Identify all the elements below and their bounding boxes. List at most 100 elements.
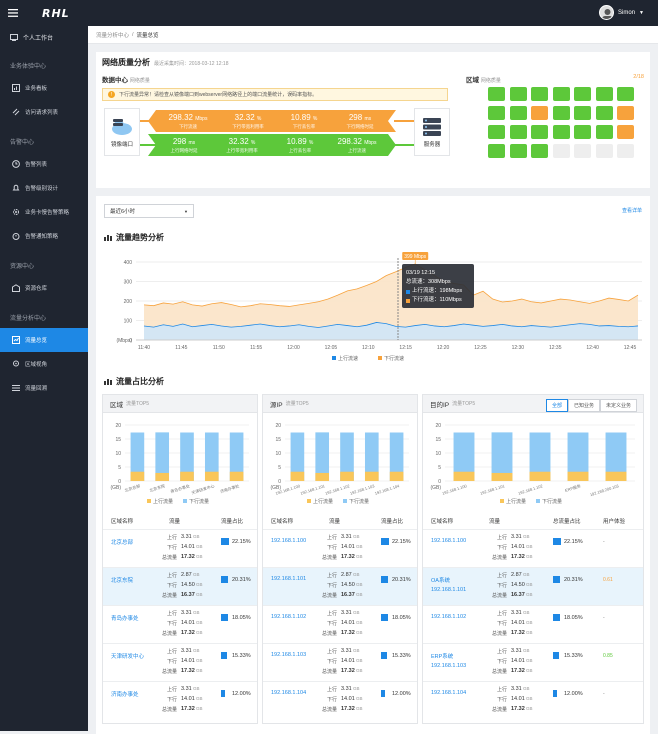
table-row[interactable]: 北京总部 上行 3.31 GB 下行 14.01 GB 总流量 17.32 GB 22.15% <box>103 529 257 567</box>
panel-tab[interactable]: 未定义业务 <box>599 399 637 412</box>
row-name[interactable]: 192.168.1.104 <box>271 690 307 696</box>
table-row[interactable]: 192.168.1.101 上行 2.87 GB 下行 14.50 GB 总流量 16.37… <box>263 567 417 605</box>
row-name[interactable]: 青岛办事处 <box>111 616 139 622</box>
sidebar-item-alert-list[interactable]: 告警列表 <box>0 152 88 176</box>
row-name[interactable]: 天津研发中心 <box>111 654 145 660</box>
table-row[interactable]: 192.168.1.102 上行 3.31 GB 下行 14.01 GB 总流量 17.32… <box>263 605 417 643</box>
row-name[interactable]: ERP系统 <box>431 654 454 660</box>
region-cell[interactable] <box>531 125 548 139</box>
region-cell[interactable] <box>595 106 613 120</box>
table-row[interactable]: 192.168.1.103 上行 3.31 GB 下行 14.01 GB 总流量 17.32… <box>263 643 417 681</box>
panel-tab[interactable]: 全部 <box>545 399 568 412</box>
server-node[interactable]: 服务器 <box>414 108 450 156</box>
legend-label[interactable]: 下行流量 <box>542 498 562 505</box>
region-cell[interactable] <box>574 144 591 158</box>
sidebar-item-notify-strategy[interactable]: 告警通知策略 <box>0 224 88 248</box>
menu-toggle-button[interactable] <box>0 0 26 26</box>
sidebar-item-resources[interactable]: 资源仓库 <box>0 276 88 300</box>
table-row[interactable]: ERP系统 192.168.1.103 上行 3.31 GB 下行 14.01 GB 总流量… <box>423 643 643 681</box>
region-cell[interactable] <box>595 87 613 101</box>
region-cell[interactable] <box>574 106 591 120</box>
sidebar-item-alert-level[interactable]: 告警级别设计 <box>0 176 88 200</box>
table-row[interactable]: 天津研发中心 上行 3.31 GB 下行 14.01 GB 总流量 17.32 GB 15.3… <box>103 643 257 681</box>
bar-down[interactable] <box>315 432 330 481</box>
region-cell[interactable] <box>531 106 548 120</box>
bar-down[interactable] <box>364 432 379 481</box>
row-name[interactable]: OA系统 <box>431 578 450 584</box>
row-name[interactable]: 济南办事处 <box>111 692 139 698</box>
region-cell[interactable] <box>552 125 570 139</box>
region-cell[interactable] <box>488 87 505 101</box>
region-cell[interactable] <box>488 125 505 139</box>
bar-down[interactable] <box>605 432 627 481</box>
bar-up[interactable] <box>491 472 513 481</box>
sidebar-item-slow-strategy[interactable]: 业务卡慢告警策略 <box>0 200 88 224</box>
row-name[interactable]: 192.168.1.100 <box>431 538 467 544</box>
table-row[interactable]: 192.168.1.100 上行 3.31 GB 下行 14.01 GB 总流量 17.32… <box>423 529 643 567</box>
bar-down[interactable] <box>389 432 404 481</box>
view-detail-link[interactable]: 查看详单 <box>621 208 642 214</box>
table-row[interactable]: 192.168.1.104 上行 3.31 GB 下行 14.01 GB 总流量 17.32… <box>423 681 643 719</box>
region-cell[interactable] <box>552 106 570 120</box>
legend-label[interactable]: 下行流量 <box>349 498 369 505</box>
region-cell[interactable] <box>531 144 548 158</box>
table-row[interactable]: 青岛办事处 上行 3.31 GB 下行 14.01 GB 总流量 17.32 GB 18.05… <box>103 605 257 643</box>
sidebar-item-requests[interactable]: 访问请求列表 <box>0 100 88 124</box>
table-row[interactable]: 192.168.1.104 上行 3.31 GB 下行 14.01 GB 总流量 17.32… <box>263 681 417 719</box>
bar-down[interactable] <box>567 432 589 481</box>
row-name[interactable]: 北京总部 <box>111 540 134 546</box>
bar-up[interactable] <box>315 472 330 481</box>
bar-up[interactable] <box>340 471 354 481</box>
region-pager[interactable]: 2/18 <box>633 74 644 80</box>
bar-down[interactable] <box>340 432 354 481</box>
table-row[interactable]: 北京东院 上行 2.87 GB 下行 14.50 GB 总流量 16.37 GB 20.31% <box>103 567 257 605</box>
region-cell[interactable] <box>617 125 634 139</box>
table-row[interactable]: 192.168.1.100 上行 3.31 GB 下行 14.01 GB 总流量 17.32… <box>263 529 417 567</box>
row-ip[interactable]: 192.168.1.103 <box>431 663 467 669</box>
bar-up[interactable] <box>529 471 551 481</box>
region-cell[interactable] <box>552 87 570 101</box>
region-cell[interactable] <box>488 144 505 158</box>
bar-up[interactable] <box>364 471 379 481</box>
table-row[interactable]: 192.168.1.102 上行 3.31 GB 下行 14.01 GB 总流量 17.32… <box>423 605 643 643</box>
bar-up[interactable] <box>180 471 194 481</box>
region-cell[interactable] <box>531 87 548 101</box>
bar-down[interactable] <box>229 432 244 481</box>
bar-up[interactable] <box>130 471 145 481</box>
legend-label[interactable]: 上行流速 <box>338 355 358 362</box>
row-name[interactable]: 192.168.1.104 <box>431 690 467 696</box>
bar-up[interactable] <box>290 471 305 481</box>
region-cell[interactable] <box>617 144 634 158</box>
sidebar-item-workbench[interactable]: 个人工作台 <box>0 26 88 48</box>
region-cell[interactable] <box>509 125 527 139</box>
bar-down[interactable] <box>155 432 170 481</box>
bar-up[interactable] <box>605 471 627 481</box>
sidebar-item-region-view[interactable]: 区域视角 <box>0 352 88 376</box>
legend-label[interactable]: 上行流量 <box>313 498 333 505</box>
bar-down[interactable] <box>529 432 551 481</box>
panel-tab[interactable]: 已知业务 <box>567 399 600 412</box>
bar-up[interactable] <box>453 471 475 481</box>
row-name[interactable]: 192.168.1.102 <box>271 614 307 620</box>
region-cell[interactable] <box>595 144 613 158</box>
bar-down[interactable] <box>453 432 475 481</box>
legend-label[interactable]: 上行流量 <box>506 498 526 505</box>
region-cell[interactable] <box>595 125 613 139</box>
region-cell[interactable] <box>509 144 527 158</box>
bar-down[interactable] <box>491 432 513 481</box>
table-row[interactable]: OA系统 192.168.1.101 上行 2.87 GB 下行 14.50 GB 总流量 1… <box>423 567 643 605</box>
bar-down[interactable] <box>290 432 305 481</box>
region-cell[interactable] <box>574 87 591 101</box>
legend-label[interactable]: 下行流速 <box>384 355 404 362</box>
legend-label[interactable]: 下行流量 <box>189 498 209 505</box>
region-cell[interactable] <box>509 106 527 120</box>
mirror-port-node[interactable]: 镜像端口 <box>104 108 140 156</box>
bar-up[interactable] <box>567 471 589 481</box>
bar-up[interactable] <box>155 472 170 481</box>
row-name[interactable]: 北京东院 <box>111 578 134 584</box>
region-cell[interactable] <box>552 144 570 158</box>
time-range-select[interactable]: 最近6小时 ▼ <box>104 204 194 218</box>
row-ip[interactable]: 192.168.1.101 <box>431 587 467 593</box>
breadcrumb-parent[interactable]: 流量分析中心 <box>96 32 130 39</box>
region-cell[interactable] <box>509 87 527 101</box>
